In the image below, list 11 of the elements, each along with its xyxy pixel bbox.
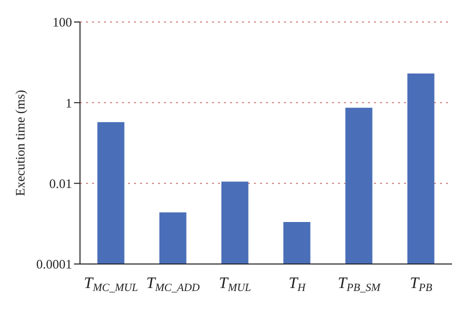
- y-tick-label: 0.0001: [36, 256, 72, 272]
- x-tick-label: T$_{MUL}$: [218, 275, 252, 294]
- y-axis-title: Execution time (ms): [12, 90, 28, 196]
- y-tick-label: 1: [66, 95, 72, 110]
- x-tick-label: T$_{MC_MUL}$: [84, 275, 138, 294]
- x-tick-label: T$_{PB}$: [410, 275, 432, 294]
- y-tick-label: 100: [52, 14, 72, 30]
- x-tick-label: T$_{MC_ADD}$: [146, 275, 200, 294]
- x-tick-label: T$_{H}$: [288, 275, 306, 294]
- x-tick-label: T$_{PB_SM}$: [338, 275, 382, 294]
- y-tick-label: 0.01: [49, 176, 72, 191]
